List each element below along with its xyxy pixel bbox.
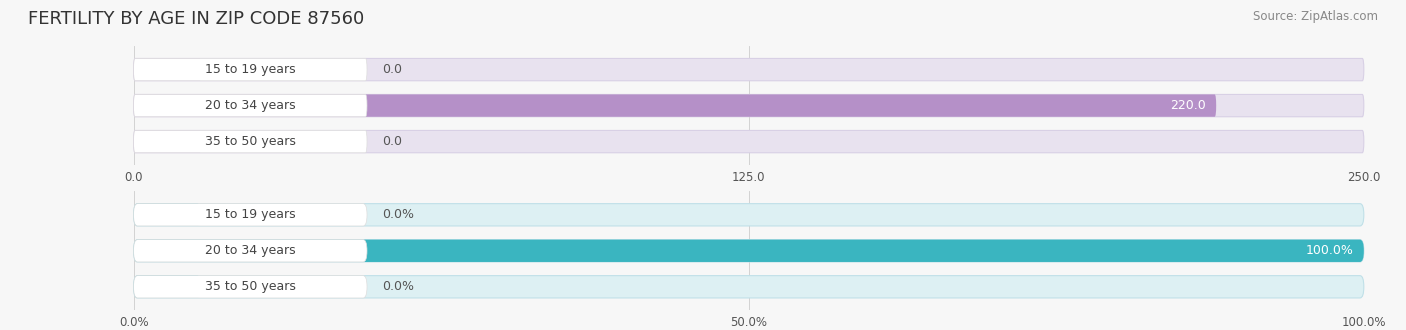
FancyBboxPatch shape [134, 130, 201, 153]
Text: 20 to 34 years: 20 to 34 years [205, 99, 295, 112]
Text: 35 to 50 years: 35 to 50 years [205, 280, 295, 293]
Text: 0.0%: 0.0% [382, 280, 413, 293]
FancyBboxPatch shape [134, 204, 1364, 226]
Text: 220.0: 220.0 [1171, 99, 1206, 112]
FancyBboxPatch shape [134, 58, 201, 81]
Text: Source: ZipAtlas.com: Source: ZipAtlas.com [1253, 10, 1378, 23]
FancyBboxPatch shape [134, 130, 1364, 153]
FancyBboxPatch shape [134, 240, 367, 262]
Text: 15 to 19 years: 15 to 19 years [205, 63, 295, 76]
FancyBboxPatch shape [134, 276, 201, 298]
FancyBboxPatch shape [134, 240, 1364, 262]
Text: 0.0: 0.0 [382, 63, 402, 76]
FancyBboxPatch shape [134, 94, 367, 117]
FancyBboxPatch shape [134, 58, 1364, 81]
FancyBboxPatch shape [134, 94, 1216, 117]
Text: 0.0: 0.0 [382, 135, 402, 148]
FancyBboxPatch shape [134, 204, 367, 226]
FancyBboxPatch shape [134, 204, 201, 226]
FancyBboxPatch shape [134, 240, 1364, 262]
Text: 15 to 19 years: 15 to 19 years [205, 208, 295, 221]
Text: 35 to 50 years: 35 to 50 years [205, 135, 295, 148]
Text: 0.0%: 0.0% [382, 208, 413, 221]
FancyBboxPatch shape [134, 130, 367, 153]
FancyBboxPatch shape [134, 94, 1364, 117]
Text: FERTILITY BY AGE IN ZIP CODE 87560: FERTILITY BY AGE IN ZIP CODE 87560 [28, 10, 364, 28]
FancyBboxPatch shape [134, 276, 367, 298]
Text: 100.0%: 100.0% [1306, 244, 1354, 257]
FancyBboxPatch shape [134, 276, 1364, 298]
FancyBboxPatch shape [134, 58, 367, 81]
Text: 20 to 34 years: 20 to 34 years [205, 244, 295, 257]
